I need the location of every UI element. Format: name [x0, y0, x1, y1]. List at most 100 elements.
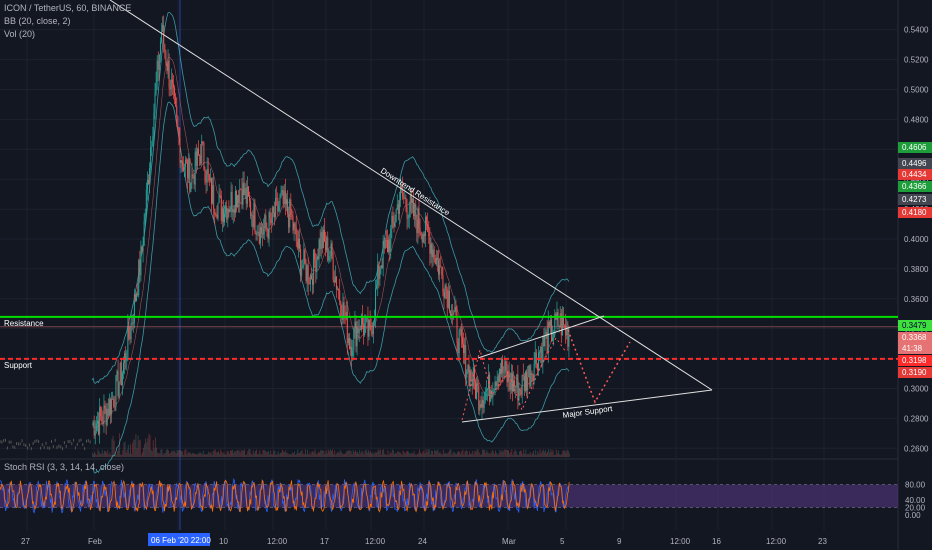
- candle-body: [395, 209, 397, 222]
- volume-bar: [109, 452, 111, 457]
- volume-bar: [202, 450, 204, 457]
- price-tag: [898, 142, 932, 153]
- volume-bar: [421, 453, 423, 457]
- volume-bar: [365, 449, 367, 457]
- volume-bar: [227, 451, 229, 457]
- candle-body: [211, 178, 212, 204]
- volume-bar: [200, 452, 202, 457]
- candle-body: [406, 206, 408, 219]
- candle-body: [418, 208, 420, 228]
- candle-body: [92, 421, 94, 425]
- volume-bar: [184, 450, 186, 457]
- candle-body: [506, 370, 508, 383]
- volume-bar: [539, 449, 541, 457]
- candle-body: [367, 316, 369, 337]
- candle-body: [453, 311, 455, 315]
- volume-bar: [441, 454, 443, 457]
- volume-bar: [250, 453, 252, 457]
- volume-bar: [558, 450, 559, 457]
- volume-bar: [455, 454, 457, 457]
- volume-bar: [150, 449, 152, 457]
- volume-bar: [366, 452, 368, 457]
- volume-bar: [392, 450, 394, 457]
- candle-body: [142, 245, 144, 252]
- candle-body: [244, 188, 246, 196]
- volume-bar: [315, 453, 317, 457]
- candle-body: [452, 313, 454, 315]
- candle-body: [219, 195, 221, 197]
- volume-bar: [474, 450, 476, 457]
- volume-bar: [99, 453, 101, 457]
- candle-body: [427, 223, 429, 233]
- volume-bar: [219, 454, 221, 457]
- candle-body: [469, 370, 471, 387]
- candle-body: [93, 421, 95, 436]
- rsi-tick-label: 0.00: [905, 511, 921, 520]
- volume-bar: [551, 451, 553, 457]
- symbol-title[interactable]: ICON / TetherUS, 60, BINANCE: [4, 3, 132, 13]
- price-tick-label: 0.3000: [904, 384, 929, 393]
- volume-bar: [465, 450, 467, 457]
- volume-bar: [102, 453, 104, 457]
- volume-bar: [398, 451, 400, 457]
- candle-body: [240, 189, 242, 191]
- price-tag-label: 0.4273: [902, 195, 927, 204]
- volume-bar: [552, 449, 554, 457]
- volume-bar: [197, 453, 199, 457]
- volume-bar: [375, 452, 377, 457]
- volume-bar: [175, 453, 177, 457]
- candle-body: [225, 206, 227, 214]
- volume-bar: [189, 452, 191, 457]
- stoch-rsi-label[interactable]: Stoch RSI (3, 3, 14, 14, close): [4, 462, 125, 472]
- volume-bar: [387, 450, 389, 457]
- candle-body: [146, 179, 148, 190]
- candle-body: [229, 209, 231, 213]
- candle-body: [434, 258, 436, 264]
- volume-bar: [187, 452, 189, 457]
- volume-bar: [488, 453, 490, 457]
- candle-body: [296, 241, 298, 249]
- volume-bar: [258, 453, 260, 457]
- volume-bar: [426, 452, 428, 457]
- candle-body: [354, 321, 356, 329]
- candle-body: [419, 227, 421, 233]
- volume-bar: [97, 449, 99, 457]
- candle-body: [554, 314, 556, 333]
- candle-body: [322, 229, 324, 249]
- volume-bar: [112, 435, 114, 457]
- volume-bar: [103, 450, 105, 457]
- candle-body: [140, 246, 142, 276]
- candle-body: [300, 248, 302, 276]
- volume-bar: [344, 454, 345, 457]
- volume-indicator-label[interactable]: Vol (20): [4, 29, 36, 39]
- candle-body: [559, 313, 561, 326]
- bb-indicator-label[interactable]: BB (20, close, 2): [4, 16, 71, 26]
- volume-bar: [526, 454, 528, 457]
- volume-bar: [107, 449, 109, 457]
- candle-body: [561, 316, 563, 336]
- candle-body: [150, 147, 152, 168]
- volume-bar: [333, 453, 335, 457]
- volume-bar: [415, 454, 417, 457]
- price-tick-label: 0.5200: [904, 56, 929, 65]
- candle-body: [175, 96, 177, 106]
- volume-bar: [264, 450, 266, 457]
- candle-body: [417, 208, 419, 234]
- candle-body: [566, 327, 568, 336]
- volume-bar: [433, 454, 435, 457]
- candle-body: [220, 196, 222, 221]
- volume-bar: [173, 450, 175, 457]
- volume-bar: [475, 452, 477, 457]
- volume-bar: [449, 449, 451, 457]
- candle-body: [306, 265, 308, 281]
- volume-bar: [190, 454, 192, 457]
- volume-bar: [321, 450, 323, 457]
- volume-bar: [94, 451, 96, 457]
- volume-bar: [472, 450, 474, 457]
- candle-body: [343, 302, 345, 317]
- candle-body: [196, 148, 198, 166]
- candle-body: [484, 391, 486, 401]
- candle-body: [316, 256, 318, 273]
- volume-bar: [483, 449, 484, 457]
